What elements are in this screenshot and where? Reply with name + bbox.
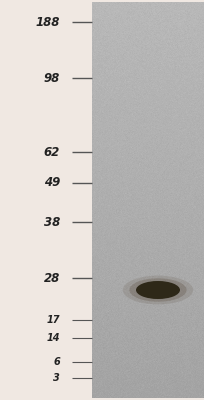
Text: 38: 38 [44, 216, 60, 228]
Bar [0, 0, 92, 400]
Text: 14: 14 [47, 333, 60, 343]
Text: 3: 3 [53, 373, 60, 383]
Text: 28: 28 [44, 272, 60, 284]
Ellipse shape [129, 278, 187, 302]
Text: 6: 6 [53, 357, 60, 367]
Text: 62: 62 [44, 146, 60, 158]
Text: 98: 98 [44, 72, 60, 84]
Text: 188: 188 [36, 16, 60, 28]
Text: 17: 17 [47, 315, 60, 325]
Ellipse shape [123, 276, 193, 304]
Text: 49: 49 [44, 176, 60, 190]
Ellipse shape [136, 281, 180, 299]
